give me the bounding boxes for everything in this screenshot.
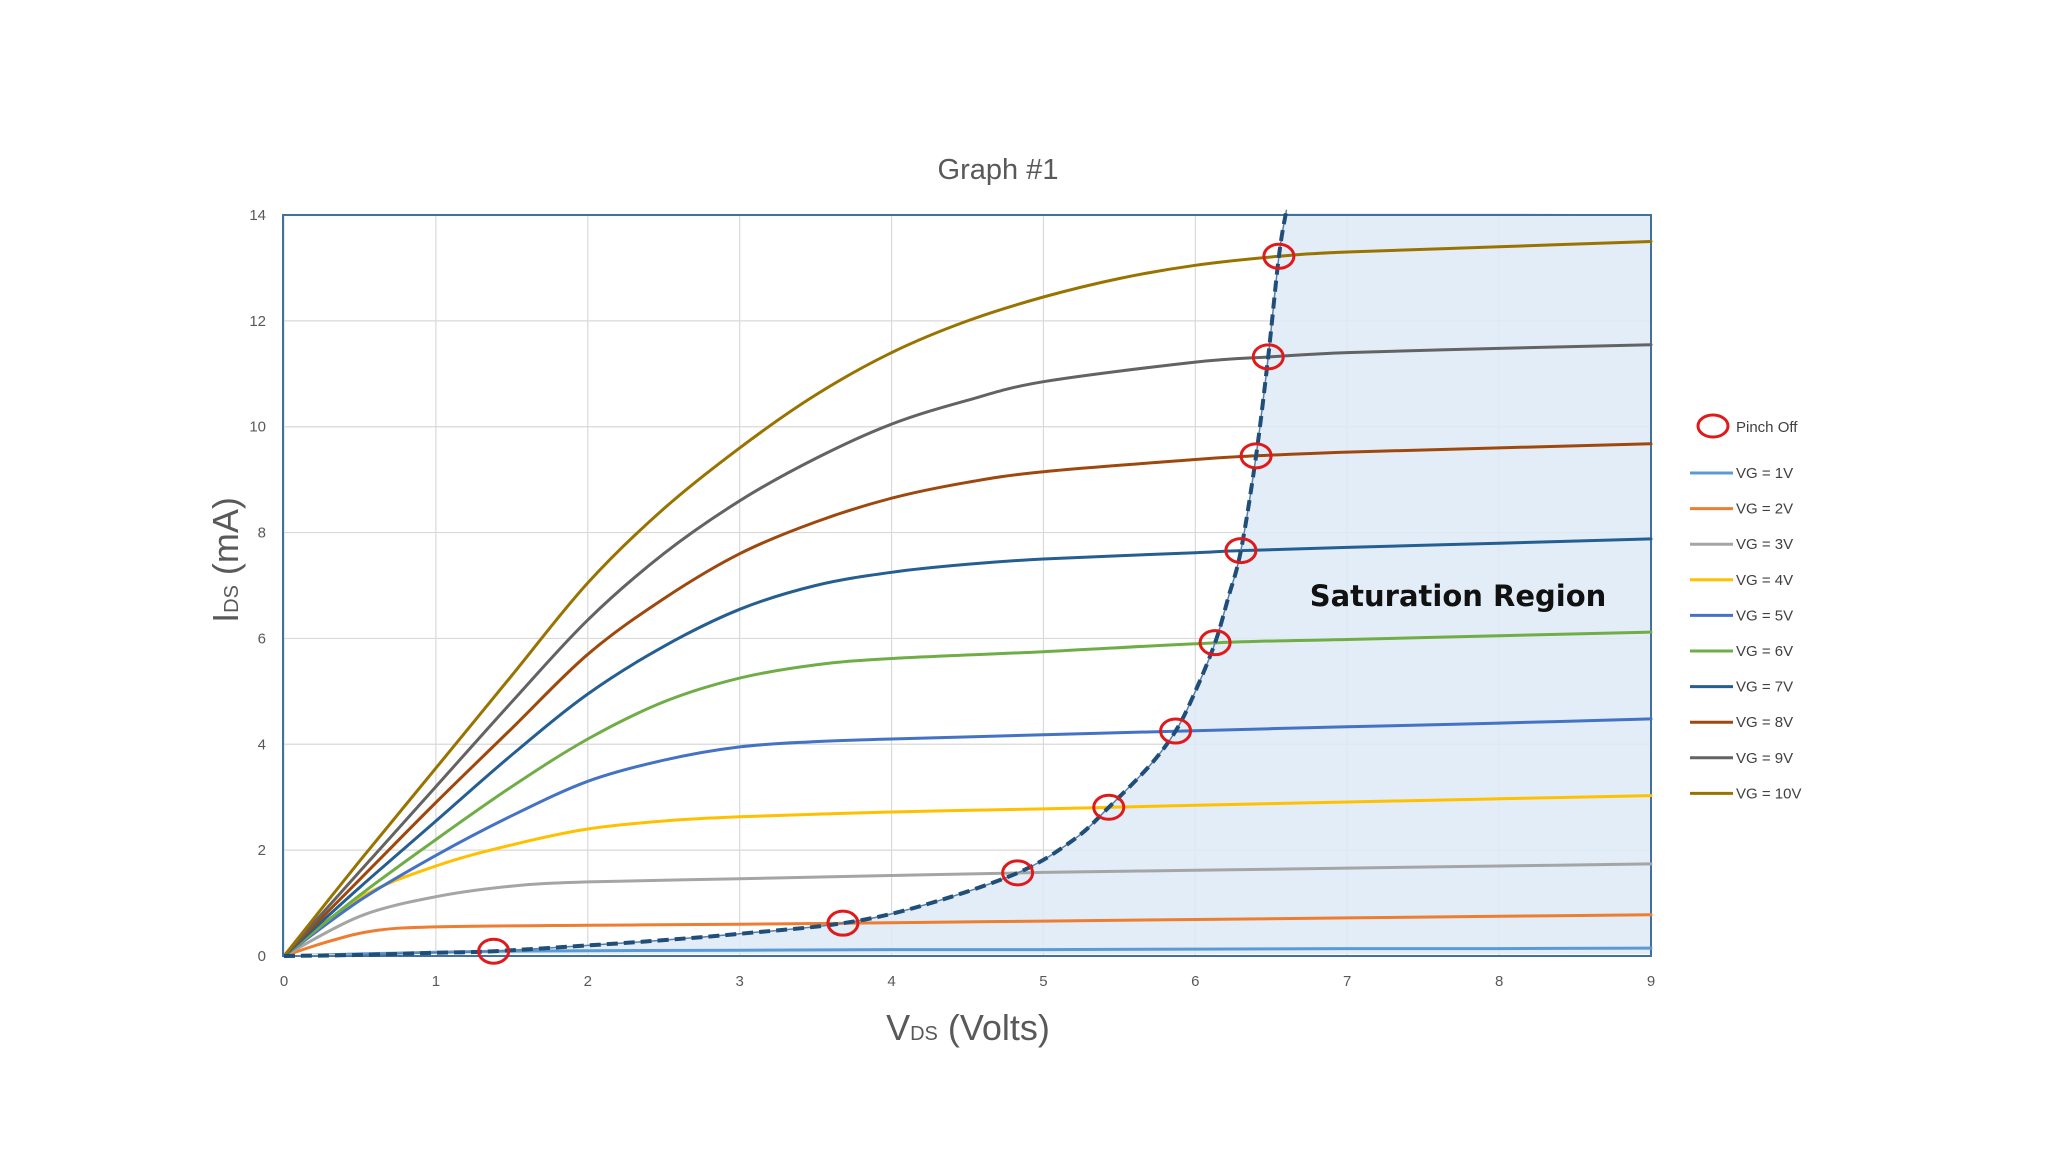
x-tick-label: 9 — [1647, 973, 1655, 990]
legend-label: VG = 5V — [1736, 607, 1793, 624]
x-axis-title: VDS (Volts) — [886, 1007, 1050, 1048]
series-line-vg-8v — [283, 442, 1653, 954]
y-tick-label: 2 — [258, 842, 266, 859]
legend-label: VG = 10V — [1736, 785, 1801, 802]
series-line-vg-7v — [283, 537, 1653, 954]
x-tick-label: 0 — [280, 973, 288, 990]
saturation-region-layer — [395, 213, 1651, 954]
x-tick-label: 5 — [1039, 973, 1047, 990]
x-tick-label: 3 — [735, 973, 743, 990]
pinch-off-marker — [1159, 717, 1193, 745]
pinch-off-marker — [1001, 859, 1035, 887]
y-tick-label: 10 — [249, 419, 266, 436]
pinch-off-curve — [283, 209, 1289, 958]
series-line-vg-5v — [284, 717, 1653, 954]
series-line-vg-2v — [285, 913, 1653, 954]
x-tick-label: 4 — [887, 973, 895, 990]
legend-items: VG = 1V VG = 2V VG = 3V VG = 4V VG = 5V VG = … — [1690, 465, 1801, 802]
x-tick-label: 1 — [432, 973, 440, 990]
pinch-off-markers — [477, 242, 1296, 965]
saturation-region — [395, 213, 1651, 954]
y-tick-label: 12 — [249, 313, 266, 330]
series-line-vg-10v — [283, 240, 1653, 954]
legend-label: VG = 9V — [1736, 750, 1793, 767]
legend-label: VG = 8V — [1736, 714, 1793, 731]
y-tick-label: 14 — [249, 207, 266, 224]
x-tick-labels: 0 1 2 3 4 5 6 7 8 9 — [280, 973, 1655, 990]
x-tick-label: 7 — [1343, 973, 1351, 990]
y-tick-labels: 0 2 4 6 8 10 12 14 — [249, 207, 266, 965]
legend-label: VG = 3V — [1736, 536, 1793, 553]
pinch-off-marker — [1092, 793, 1126, 821]
x-tick-label: 6 — [1191, 973, 1199, 990]
series-line-vg-6v — [284, 630, 1653, 954]
legend-label: VG = 7V — [1736, 679, 1793, 696]
y-tick-label: 4 — [258, 736, 266, 753]
pinch-off-marker — [1198, 629, 1232, 657]
series-line-vg-4v — [284, 794, 1653, 954]
series-line-vg-9v — [283, 343, 1653, 954]
legend-label: VG = 4V — [1736, 572, 1793, 589]
y-tick-label: 8 — [258, 525, 266, 542]
pinch-off-marker — [1239, 442, 1273, 470]
legend-label: VG = 1V — [1736, 465, 1793, 482]
plot-area-border — [282, 214, 1652, 957]
pinch-off-marker — [1262, 242, 1296, 270]
pinch-off-marker — [826, 909, 860, 937]
pinch-off-marker — [477, 937, 511, 965]
y-tick-label: 6 — [258, 630, 266, 647]
pinch-off-legend-label: Pinch Off — [1736, 419, 1798, 436]
legend-label: VG = 6V — [1736, 643, 1793, 660]
series-line-vg-3v — [284, 862, 1653, 954]
pinch-off-marker — [1224, 537, 1258, 565]
y-tick-label: 0 — [258, 948, 266, 965]
y-axis-title: IDS (mA) — [205, 497, 246, 623]
saturation-region-label: Saturation Region — [1310, 579, 1607, 613]
x-tick-label: 2 — [584, 973, 592, 990]
chart-title: Graph #1 — [938, 154, 1059, 186]
pinch-off-legend-marker — [1696, 413, 1730, 439]
pinch-off-curve-layer — [283, 209, 1289, 958]
pinch-off-marker — [1251, 343, 1285, 371]
legend-label: VG = 2V — [1736, 501, 1793, 518]
x-tick-label: 8 — [1495, 973, 1503, 990]
